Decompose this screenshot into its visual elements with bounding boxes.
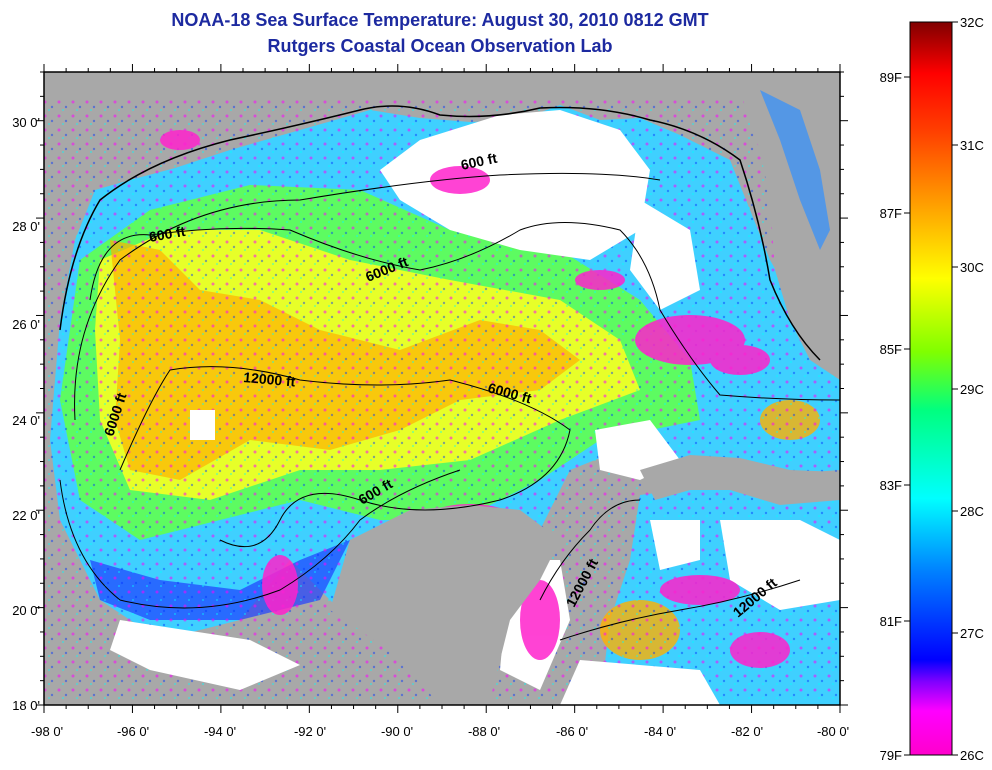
colorbar-f-81: 81F bbox=[880, 614, 902, 629]
lat-label-30: 30 0' bbox=[12, 115, 40, 130]
lon-label-92: -92 0' bbox=[294, 724, 326, 739]
contour-label-600-west: 600 ft bbox=[148, 223, 187, 245]
map-area bbox=[44, 72, 840, 705]
lon-label-96: -96 0' bbox=[117, 724, 149, 739]
lon-labels: -98 0' -96 0' -94 0' -92 0' -90 0' -88 0… bbox=[31, 724, 849, 739]
lon-label-84: -84 0' bbox=[644, 724, 676, 739]
cool-patches bbox=[160, 130, 790, 668]
lon-label-80: -80 0' bbox=[817, 724, 849, 739]
colorbar-gradient bbox=[909, 21, 953, 756]
cloud-cover bbox=[110, 110, 840, 705]
colorbar-c-31: 31C bbox=[960, 138, 984, 153]
coastline bbox=[59, 105, 821, 361]
lon-label-88: -88 0' bbox=[468, 724, 500, 739]
colorbar-f-89: 89F bbox=[880, 70, 902, 85]
colorbar-c-28: 28C bbox=[960, 504, 984, 519]
colorbar-f-79: 79F bbox=[880, 748, 902, 763]
colorbar-c-29: 29C bbox=[960, 382, 984, 397]
lon-label-90: -90 0' bbox=[381, 724, 413, 739]
cuba-land bbox=[640, 455, 840, 505]
lon-label-86: -86 0' bbox=[556, 724, 588, 739]
contour-label-600-north: 600 ft bbox=[459, 150, 498, 173]
colorbar-f-85: 85F bbox=[880, 342, 902, 357]
lat-labels: 18 0' 20 0' 22 0' 24 0' 26 0' 28 0' 30 0… bbox=[12, 115, 40, 713]
map-subtitle: Rutgers Coastal Ocean Observation Lab bbox=[267, 36, 613, 56]
colorbar-ticks bbox=[904, 21, 958, 756]
contour-label-12000-central: 12000 ft bbox=[243, 369, 297, 390]
lon-label-98: -98 0' bbox=[31, 724, 63, 739]
tick-marks bbox=[36, 64, 848, 713]
lat-label-24: 24 0' bbox=[12, 413, 40, 428]
yucatan-land bbox=[330, 505, 560, 705]
lon-label-82: -82 0' bbox=[731, 724, 763, 739]
bathymetry-contours bbox=[59, 172, 840, 641]
florida-land bbox=[740, 72, 840, 380]
florida-east-water bbox=[760, 90, 830, 250]
lat-label-18: 18 0' bbox=[12, 698, 40, 713]
map-title: NOAA-18 Sea Surface Temperature: August … bbox=[171, 10, 709, 30]
colorbar-c-26: 26C bbox=[960, 748, 984, 763]
lat-label-26: 26 0' bbox=[12, 317, 40, 332]
lat-label-20: 20 0' bbox=[12, 603, 40, 618]
lat-label-22: 22 0' bbox=[12, 508, 40, 523]
colorbar-f-83: 83F bbox=[880, 478, 902, 493]
colorbar-c-30: 30C bbox=[960, 260, 984, 275]
lat-label-28: 28 0' bbox=[12, 219, 40, 234]
colorbar: 32C 31C 30C 29C 28C 27C 26C 89F 87F 85F … bbox=[880, 15, 984, 763]
colorbar-c-27: 27C bbox=[960, 626, 984, 641]
lon-label-94: -94 0' bbox=[204, 724, 236, 739]
colorbar-f-87: 87F bbox=[880, 206, 902, 221]
colorbar-c-32: 32C bbox=[960, 15, 984, 30]
